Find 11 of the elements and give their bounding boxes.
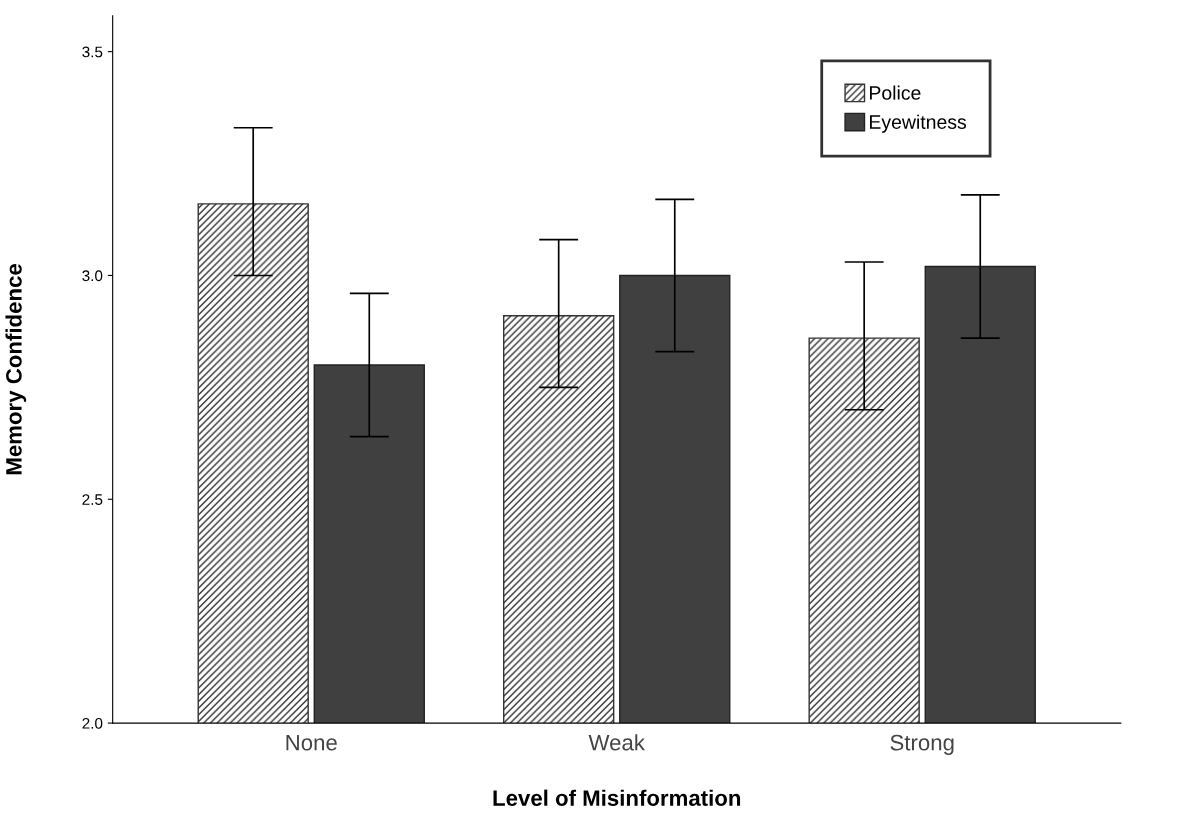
y-tick-label: 2.0	[82, 717, 103, 729]
x-tick-label: None	[286, 735, 337, 751]
legend-label: Police	[870, 85, 921, 100]
y-tick-label: 3.5	[82, 46, 103, 58]
legend-label: Eyewitness	[870, 114, 967, 133]
y-tick-label: 2.5	[82, 494, 103, 505]
x-tick-label: Weak	[588, 734, 645, 751]
x-axis-title: Level of Misinformation	[493, 789, 741, 806]
y-axis-title: Memory Confidence	[5, 264, 27, 475]
x-tick-label: Strong	[890, 734, 954, 755]
y-tick-label: 3.0	[82, 270, 103, 282]
